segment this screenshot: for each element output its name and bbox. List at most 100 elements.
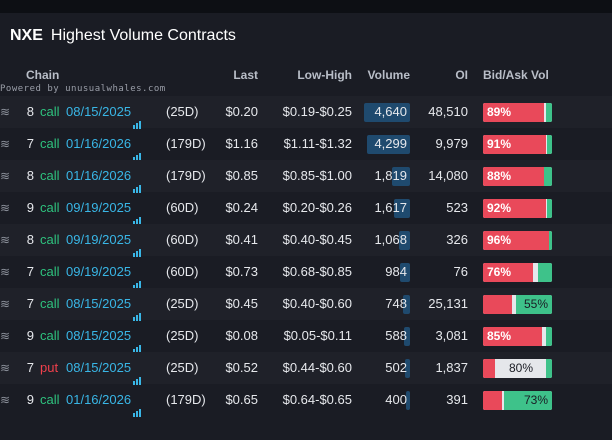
expiry-date-text: 01/16/2026 bbox=[66, 136, 132, 151]
expiry-date[interactable]: 08/15/2025 bbox=[66, 352, 142, 385]
expiry-date[interactable]: 01/16/2026 bbox=[66, 128, 142, 161]
chart-icon bbox=[133, 193, 142, 225]
volume-value: 1,617 bbox=[374, 200, 407, 215]
days-to-expiry: (60D) bbox=[166, 200, 199, 215]
table-row[interactable]: ≋ 7 put 08/15/2025 (25D) $0.52 $0.44-$0.60 502 1… bbox=[0, 352, 612, 385]
wave-icon: ≋ bbox=[0, 105, 11, 119]
bid-ask-label: 96% bbox=[487, 233, 512, 247]
title-text: Highest Volume Contracts bbox=[50, 27, 236, 44]
last-price: $0.73 bbox=[225, 264, 258, 279]
open-interest: 1,837 bbox=[435, 360, 468, 375]
bid-ask-bar: 91% bbox=[483, 135, 552, 154]
contract-qty: 8 bbox=[26, 104, 34, 119]
low-high-range: $1.11-$1.32 bbox=[283, 136, 352, 151]
open-interest: 326 bbox=[446, 232, 468, 247]
bid-ask-bar: 89% bbox=[483, 103, 552, 122]
chart-icon bbox=[133, 385, 142, 417]
ask-segment bbox=[546, 359, 552, 378]
table-row[interactable]: ≋ 9 call 08/15/2025 (25D) $0.08 $0.05-$0.11 588… bbox=[0, 320, 612, 353]
last-price: $0.20 bbox=[225, 104, 258, 119]
volume-value: 984 bbox=[385, 264, 407, 279]
contract-qty: 7 bbox=[26, 136, 34, 151]
open-interest: 48,510 bbox=[428, 104, 468, 119]
wave-icon: ≋ bbox=[0, 201, 11, 215]
table-row[interactable]: ≋ 8 call 08/15/2025 (25D) $0.20 $0.19-$0.25 4,6… bbox=[0, 96, 612, 129]
days-to-expiry: (60D) bbox=[166, 264, 199, 279]
bid-segment bbox=[483, 199, 546, 218]
option-type: call bbox=[40, 168, 60, 183]
bid-ask-bar: 92% bbox=[483, 199, 552, 218]
table-row[interactable]: ≋ 7 call 09/19/2025 (60D) $0.73 $0.68-$0.85 984… bbox=[0, 256, 612, 289]
volume-value: 502 bbox=[385, 360, 407, 375]
table-row[interactable]: ≋ 7 call 08/15/2025 (25D) $0.45 $0.40-$0.60 748… bbox=[0, 288, 612, 321]
contract-qty: 7 bbox=[26, 264, 34, 279]
days-to-expiry: (179D) bbox=[166, 136, 206, 151]
expiry-date-text: 08/15/2025 bbox=[66, 104, 132, 119]
volume-cell: 400 bbox=[364, 384, 410, 416]
last-price: $1.16 bbox=[225, 136, 258, 151]
expiry-date[interactable]: 09/19/2025 bbox=[66, 256, 142, 289]
option-type: call bbox=[40, 200, 60, 215]
expiry-date-text: 09/19/2025 bbox=[66, 232, 132, 247]
last-price: $0.65 bbox=[225, 392, 258, 407]
volume-bar bbox=[405, 359, 410, 378]
ask-segment bbox=[546, 103, 552, 122]
chart-icon bbox=[133, 161, 142, 193]
bid-ask-label: 85% bbox=[487, 329, 512, 343]
ask-segment bbox=[549, 231, 552, 250]
volume-cell: 984 bbox=[364, 256, 410, 288]
low-high-range: $0.44-$0.60 bbox=[282, 360, 352, 375]
contract-qty: 9 bbox=[26, 392, 34, 407]
col-header-chain[interactable]: Chain bbox=[26, 68, 60, 82]
table-row[interactable]: ≋ 8 call 01/16/2026 (179D) $0.85 $0.85-$1.00 1,… bbox=[0, 160, 612, 193]
table-row[interactable]: ≋ 7 call 01/16/2026 (179D) $1.16 $1.11-$1.32 4,… bbox=[0, 128, 612, 161]
last-price: $0.52 bbox=[225, 360, 258, 375]
option-type: call bbox=[40, 232, 60, 247]
bid-ask-bar: 85% bbox=[483, 327, 552, 346]
option-type: put bbox=[40, 360, 59, 375]
wave-icon: ≋ bbox=[0, 297, 11, 311]
table-row[interactable]: ≋ 9 call 01/16/2026 (179D) $0.65 $0.64-$0.65 40… bbox=[0, 384, 612, 417]
open-interest: 25,131 bbox=[428, 296, 468, 311]
expiry-date[interactable]: 01/16/2026 bbox=[66, 160, 142, 193]
contract-qty: 8 bbox=[26, 232, 34, 247]
expiry-date[interactable]: 08/15/2025 bbox=[66, 320, 142, 353]
expiry-date-text: 09/19/2025 bbox=[66, 264, 132, 279]
wave-icon: ≋ bbox=[0, 233, 11, 247]
expiry-date[interactable]: 08/15/2025 bbox=[66, 288, 142, 321]
expiry-date-text: 01/16/2026 bbox=[66, 168, 132, 183]
expiry-date-text: 08/15/2025 bbox=[66, 360, 132, 375]
low-high-range: $0.40-$0.60 bbox=[282, 296, 352, 311]
open-interest: 523 bbox=[446, 200, 468, 215]
bid-ask-label: 89% bbox=[487, 105, 512, 119]
expiry-date[interactable]: 08/15/2025 bbox=[66, 96, 142, 129]
volume-cell: 1,819 bbox=[364, 160, 410, 192]
bid-ask-label: 92% bbox=[487, 201, 512, 215]
last-price: $0.24 bbox=[225, 200, 258, 215]
col-header-volume[interactable]: Volume bbox=[367, 68, 410, 82]
volume-cell: 502 bbox=[364, 352, 410, 384]
option-type: call bbox=[40, 296, 60, 311]
volume-value: 1,819 bbox=[374, 168, 407, 183]
expiry-date[interactable]: 01/16/2026 bbox=[66, 384, 142, 417]
expiry-date[interactable]: 09/19/2025 bbox=[66, 192, 142, 225]
col-header-oi[interactable]: OI bbox=[455, 68, 468, 82]
open-interest: 76 bbox=[453, 264, 468, 279]
table-row[interactable]: ≋ 9 call 09/19/2025 (60D) $0.24 $0.20-$0.26 1,6… bbox=[0, 192, 612, 225]
wave-icon: ≋ bbox=[0, 137, 11, 151]
chart-icon bbox=[133, 129, 142, 161]
expiry-date-text: 08/15/2025 bbox=[66, 296, 132, 311]
days-to-expiry: (60D) bbox=[166, 232, 199, 247]
table-row[interactable]: ≋ 8 call 09/19/2025 (60D) $0.41 $0.40-$0.45 1,0… bbox=[0, 224, 612, 257]
expiry-date[interactable]: 09/19/2025 bbox=[66, 224, 142, 257]
col-header-bid-ask[interactable]: Bid/Ask Vol bbox=[483, 68, 549, 82]
bid-segment bbox=[483, 295, 512, 314]
col-header-low-high[interactable]: Low-High bbox=[297, 68, 352, 82]
wave-icon: ≋ bbox=[0, 169, 11, 183]
low-high-range: $0.05-$0.11 bbox=[283, 328, 352, 343]
bid-ask-label: 91% bbox=[487, 137, 512, 151]
option-type: call bbox=[40, 328, 60, 343]
days-to-expiry: (25D) bbox=[166, 296, 199, 311]
col-header-last[interactable]: Last bbox=[233, 68, 258, 82]
volume-cell: 4,640 bbox=[364, 96, 410, 128]
